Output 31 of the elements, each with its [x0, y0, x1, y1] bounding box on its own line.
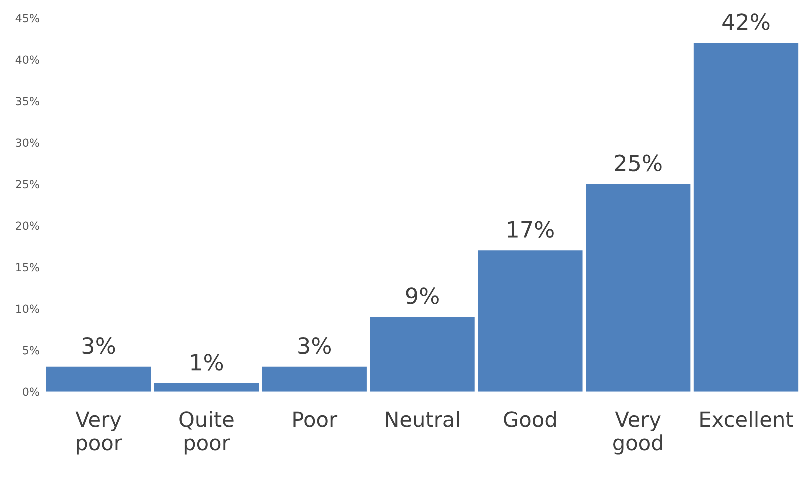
- data-label: 1%: [192, 354, 224, 371]
- x-tick-label: Good: [504, 411, 556, 428]
- y-tick-label: 30%: [16, 138, 40, 148]
- bar: [262, 366, 367, 392]
- data-label: 9%: [406, 288, 439, 304]
- data-label: 3%: [298, 337, 332, 354]
- y-tick-label: 15%: [16, 263, 40, 272]
- data-label: 17%: [508, 221, 554, 238]
- data-label: 42%: [722, 14, 770, 30]
- bar: [370, 317, 475, 392]
- y-tick-label: 40%: [16, 56, 40, 64]
- x-tick-label: Poor: [294, 412, 338, 428]
- y-tick-label: 35%: [16, 97, 40, 106]
- bar: [46, 366, 152, 392]
- y-tick-label: 25%: [16, 180, 40, 189]
- data-label: 25%: [615, 154, 662, 172]
- x-tick-label: Neutral: [386, 411, 460, 428]
- x-tick-label: Very good: [614, 412, 662, 455]
- x-tick-label: Quite poor: [180, 411, 234, 455]
- bar: [586, 184, 691, 392]
- y-tick-label: 5%: [23, 346, 40, 355]
- y-tick-label: 45%: [16, 14, 40, 23]
- bar: [154, 384, 260, 392]
- x-tick-label: Very poor: [76, 412, 122, 455]
- x-tick-label: Excellent: [700, 411, 794, 428]
- y-tick-label: 20%: [16, 222, 40, 230]
- y-tick-label: 10%: [16, 304, 40, 314]
- bar: [694, 43, 799, 392]
- bar: [478, 250, 583, 392]
- y-tick-label: 0%: [23, 388, 40, 396]
- data-label: 3%: [82, 337, 116, 354]
